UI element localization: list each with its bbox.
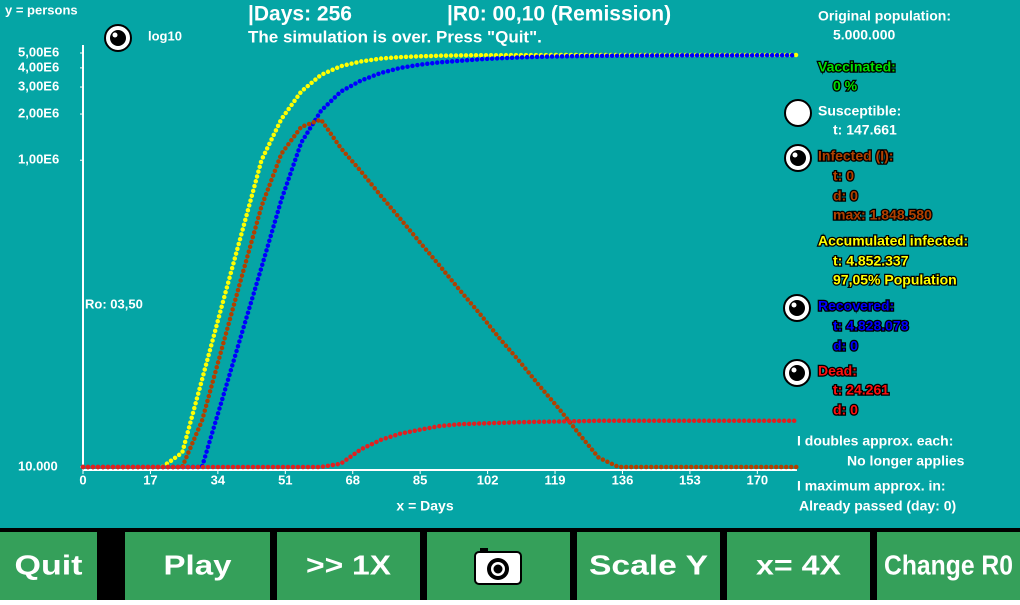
annotation: Ro: 03,50 [85,296,143,311]
button-bg [277,532,420,600]
panel-text: t: 0 [833,168,854,184]
x-label: x = Days [396,498,453,514]
button-label: Change R0 [884,549,1013,580]
button-label: Quit [15,549,83,580]
x-tick-label: 51 [278,472,292,487]
days: |Days: 256 [248,3,352,26]
y-tick-label: 3,00E6 [18,78,59,93]
y-tick-label: 4,00E6 [18,59,59,74]
panel: Original population: 5.000.000 Vaccinate… [783,8,969,514]
panel-text: 0 % [833,78,858,94]
panel-text: max: 1.848.580 [833,207,932,223]
recovered-toggle[interactable] [783,294,811,322]
panel-text: 5.000.000 [833,27,895,43]
panel-text: t: 4.852.337 [833,253,909,269]
y-label: y = persons [5,2,78,17]
camera-button[interactable] [427,532,570,600]
panel-text: Infected (I): [818,148,893,164]
r0: |R0: 00,10 (Remission) [447,3,671,26]
button-bg [125,532,270,600]
button-bg [877,532,1020,600]
panel-text: I doubles approx. each: [797,433,953,449]
button-label: x= 4X [756,549,841,580]
panel-text: No longer applies [847,453,965,469]
button[interactable]: x= 4X [727,532,870,600]
x-tick-label: 170 [746,472,768,487]
panel-text: t: 24.261 [833,382,889,398]
button[interactable]: Quit [0,532,97,600]
y-tick-label: 5,00E6 [18,44,59,59]
x-tick-label: 153 [679,472,701,487]
button[interactable]: Change R0 [877,532,1020,600]
log-toggle[interactable] [104,24,132,52]
x-tick-label: 136 [612,472,634,487]
panel-text: Accumulated infected: [818,233,968,249]
x-tick-label: 0 [79,472,86,487]
panel-text: t: 4.828.078 [833,318,909,334]
panel-text: 97,05% Population [833,272,957,288]
panel-text: d: 0 [833,188,858,204]
button-label: Play [164,549,232,580]
x-tick-label: 119 [545,472,566,487]
panel-text: Vaccinated: [818,59,896,75]
button-label: Scale Y [589,549,708,580]
button-bg [577,532,720,600]
button[interactable]: Play [125,532,270,600]
panel-text: Original population: [818,8,951,24]
button-bg [727,532,870,600]
x-tick-label: 68 [345,472,359,487]
panel-text: d: 0 [833,402,858,418]
panel-text: Already passed (day: 0) [799,498,956,514]
panel-text: I maximum approx. in: [797,478,946,494]
y-tick-label: 10.000 [18,458,58,473]
panel-text: Susceptible: [818,103,901,119]
dead-toggle[interactable] [783,359,811,387]
x-tick-label: 17 [143,472,157,487]
button[interactable]: Scale Y [577,532,720,600]
x-tick-label: 34 [211,472,226,487]
button-label: >> 1X [306,549,391,580]
y-tick-label: 1,00E6 [18,152,59,167]
panel-text: Dead: [818,363,857,379]
y-tick-label: 2,00E6 [18,105,59,120]
log-label: log10 [148,28,182,43]
x-tick-label: 102 [477,472,499,487]
series-line [80,418,800,470]
panel-text: Recovered: [818,298,894,314]
infected-toggle[interactable] [784,144,812,172]
series-line [80,116,800,470]
panel-text: d: 0 [833,338,858,354]
status: The simulation is over. Press "Quit". [248,27,542,46]
x-tick-label: 85 [413,472,427,487]
panel-text: t: 147.661 [833,122,897,138]
susceptible-toggle[interactable] [784,99,812,127]
button[interactable]: >> 1X [277,532,420,600]
button-bg [0,532,97,600]
